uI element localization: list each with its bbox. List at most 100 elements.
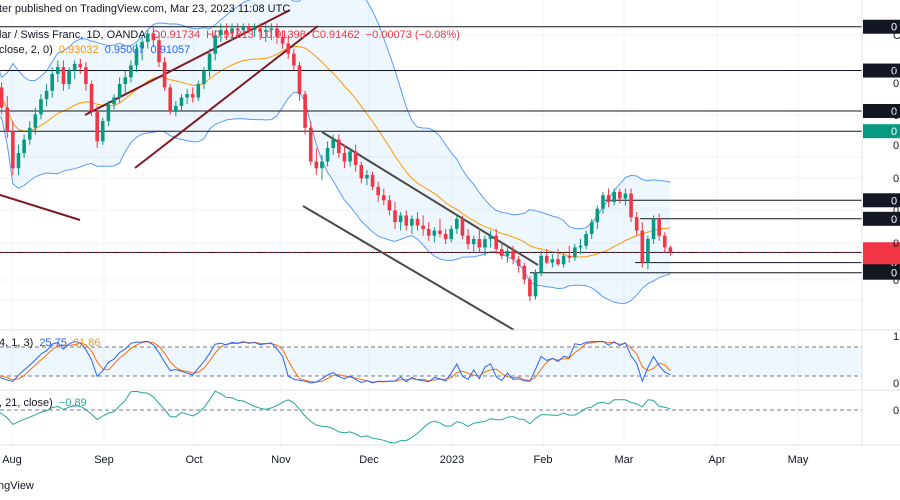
price-axis-label: C [893, 30, 900, 42]
candle-body [269, 28, 274, 31]
candle-body [39, 99, 43, 115]
candle-body [398, 215, 403, 223]
candle-body [516, 259, 521, 266]
candle [381, 188, 386, 206]
candle [27, 121, 32, 145]
price-tag-bg [863, 265, 900, 280]
candle-body [33, 114, 38, 128]
candle [185, 89, 189, 105]
candle [190, 87, 195, 103]
candle-body [219, 30, 223, 36]
candle-body [387, 200, 392, 211]
stochastic-params: 4, 1, 3) [0, 337, 34, 349]
candle [494, 228, 498, 255]
candle-body [157, 40, 161, 63]
candle-body [145, 33, 150, 42]
time-axis-label: Feb [534, 454, 553, 466]
candle [426, 222, 431, 241]
candle-body [196, 84, 201, 98]
candle-body [455, 218, 459, 229]
candle-body [292, 53, 296, 66]
candle [640, 222, 645, 268]
candle [483, 235, 487, 256]
stochastic-k-line [0, 340, 671, 384]
candle-body [651, 218, 656, 240]
change-value: −0.00073 (−0.08%) [365, 29, 460, 41]
candle [213, 30, 217, 61]
candle-body [72, 63, 77, 71]
candle [662, 232, 667, 253]
candle-body [589, 222, 594, 234]
high-value: H0.91813 [206, 29, 254, 41]
candlesticks [0, 23, 673, 302]
candle [618, 188, 622, 204]
stochastic-band-fill [0, 347, 862, 376]
candle [359, 161, 364, 184]
candle-body [601, 195, 605, 209]
candle [404, 210, 409, 231]
candle [471, 235, 476, 253]
candle-body [247, 26, 251, 31]
candle [466, 228, 470, 250]
current-price-tag [863, 242, 900, 265]
candle [89, 80, 94, 117]
candle-body [443, 233, 448, 240]
bollinger-lower-band [0, 91, 671, 304]
candle-body [190, 94, 195, 98]
candle [303, 90, 307, 135]
candle-body [0, 87, 4, 108]
price-tag-label: 0 [891, 195, 897, 207]
candle [168, 84, 173, 115]
price-tag-label: 0 [891, 126, 897, 138]
low-value: L0.91398 [259, 29, 306, 41]
candle-body [342, 153, 347, 162]
candle [522, 262, 527, 285]
candle [601, 191, 605, 214]
candle [39, 94, 43, 120]
candle-body [404, 215, 409, 226]
candle-body [106, 104, 111, 122]
candle [235, 23, 240, 37]
candle-body [376, 186, 380, 196]
price-axis-label: 0 [893, 66, 899, 78]
candle [370, 171, 375, 191]
candle-body [179, 97, 184, 106]
candle-body [657, 218, 661, 236]
candle-body [494, 235, 498, 250]
candle-body [314, 161, 319, 169]
candle [393, 201, 397, 229]
candle [505, 245, 510, 263]
oscillator-line [0, 390, 671, 444]
candle [263, 23, 268, 42]
candle [331, 134, 335, 155]
footer-text: ngView [0, 480, 34, 492]
stochastic-axis-label: 0 [893, 378, 899, 390]
candle-body [668, 247, 673, 253]
bollinger-upper-band [0, 0, 671, 230]
stochastic-d-value: 31.86 [72, 337, 101, 349]
candle [320, 154, 324, 181]
candle-body [331, 139, 335, 149]
symbol-header: lar / Swiss Franc, 1D, OANDA O0.91734 H0… [0, 29, 463, 41]
time-axis-label: Nov [271, 454, 291, 466]
candle-body [325, 148, 330, 162]
published-info: ter published on TradingView.com, Mar 23… [0, 3, 293, 15]
candle-body [415, 218, 420, 226]
candle [0, 82, 4, 115]
candle-body [123, 77, 128, 85]
candle [348, 148, 352, 167]
candle-body [477, 239, 482, 248]
candle [651, 215, 656, 245]
candle-body [11, 131, 15, 169]
price-tag: 0 [863, 193, 900, 208]
oscillator-axis-label: 0 [893, 405, 899, 417]
candle [365, 169, 369, 186]
close-value: C0.91462 [311, 29, 360, 41]
candle [78, 58, 83, 74]
candle [308, 121, 313, 165]
candle-body [550, 259, 555, 263]
bollinger-params: close, 2, 0) [0, 44, 53, 56]
candle-body [297, 65, 302, 95]
candle-body [381, 195, 386, 201]
